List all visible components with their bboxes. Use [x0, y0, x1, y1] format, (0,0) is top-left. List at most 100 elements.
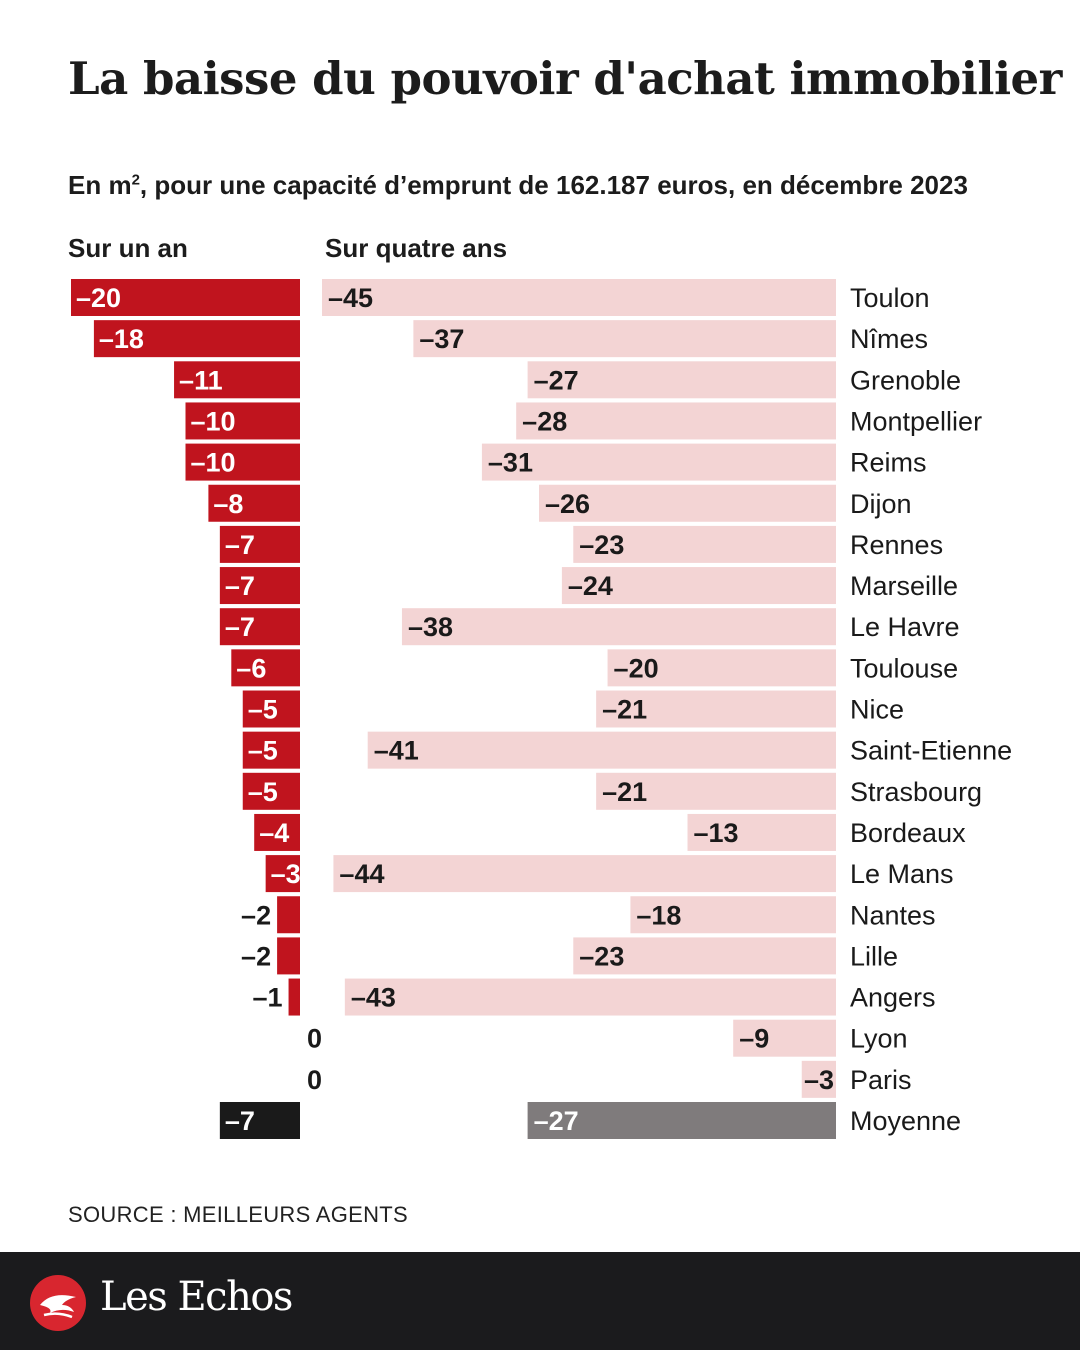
value-label-one-year: –8 — [213, 489, 243, 519]
les-echos-logo-icon — [30, 1275, 86, 1331]
chart-area: –20 –45 Toulon–18 –37 Nîmes–11 –27 Grenoble–10… — [71, 279, 1012, 1139]
value-label-four-years: –38 — [408, 612, 453, 642]
bar-one-year — [93, 320, 301, 358]
chart-subtitle: En m2, pour une capacité d’emprunt de 16… — [68, 170, 968, 201]
bar-four-years — [322, 279, 836, 316]
bar-four-years — [481, 443, 836, 481]
bar-four-years — [516, 402, 836, 440]
bar-four-years — [573, 937, 836, 975]
category-label: Rennes — [850, 530, 943, 560]
category-label: Lille — [850, 941, 898, 971]
value-label-one-year: –4 — [259, 818, 289, 848]
bar-four-years — [801, 1060, 836, 1098]
bar-one-year — [208, 484, 300, 522]
source-note: SOURCE : MEILLEURS AGENTS — [68, 1202, 409, 1227]
value-label-one-year: –5 — [248, 777, 278, 807]
bar-one-year — [288, 978, 300, 1016]
value-label-four-years: –44 — [339, 859, 384, 889]
bar-one-year — [219, 567, 300, 605]
bar-one-year — [265, 855, 300, 893]
bar-one-year — [231, 649, 300, 687]
value-label-four-years: –27 — [534, 1106, 579, 1136]
bar-four-years — [596, 772, 836, 810]
bar-four-years — [527, 1102, 836, 1139]
value-label-one-year: –10 — [191, 406, 236, 436]
category-label: Le Mans — [850, 859, 954, 889]
value-label-four-years: –37 — [419, 324, 464, 354]
value-label-one-year: –7 — [225, 530, 255, 560]
value-label-four-years: –13 — [694, 818, 739, 848]
category-label: Reims — [850, 448, 927, 478]
bar-four-years — [596, 690, 836, 728]
value-label-one-year: 0 — [307, 1065, 322, 1095]
page-title: La baisse du pouvoir d'achat immobilier — [68, 52, 1062, 105]
value-label-one-year: –1 — [253, 983, 283, 1013]
bar-four-years — [733, 1019, 836, 1057]
category-label: Toulouse — [850, 653, 958, 683]
value-label-one-year: –7 — [225, 612, 255, 642]
value-label-four-years: –41 — [374, 736, 419, 766]
category-label: Grenoble — [850, 365, 961, 395]
value-label-one-year: –2 — [241, 941, 271, 971]
value-label-four-years: –28 — [522, 406, 567, 436]
bar-four-years — [687, 813, 836, 851]
category-label: Saint-Etienne — [850, 736, 1012, 766]
category-label: Moyenne — [850, 1106, 961, 1136]
bar-four-years — [607, 649, 836, 687]
bar-one-year — [242, 690, 300, 728]
value-label-four-years: –43 — [351, 983, 396, 1013]
subtitle-rest: , pour une capacité d’emprunt de 162.187… — [139, 170, 968, 200]
column-header-one-year: Sur un an — [68, 233, 188, 263]
value-label-one-year: –5 — [248, 736, 278, 766]
value-label-one-year: –20 — [76, 283, 121, 313]
value-label-four-years: –23 — [579, 530, 624, 560]
subtitle-prefix: En m — [68, 170, 132, 200]
category-label: Toulon — [850, 283, 930, 313]
bar-one-year — [219, 1102, 300, 1139]
category-label: Nîmes — [850, 324, 928, 354]
value-label-one-year: –5 — [248, 695, 278, 725]
value-label-one-year: –10 — [191, 448, 236, 478]
category-label: Montpellier — [850, 406, 982, 436]
value-label-four-years: –21 — [602, 695, 647, 725]
value-label-four-years: –21 — [602, 777, 647, 807]
bar-four-years — [413, 320, 836, 358]
category-label: Le Havre — [850, 612, 960, 642]
bar-four-years — [630, 896, 836, 934]
footer-bar: Les Echos — [0, 1252, 1080, 1350]
category-label: Dijon — [850, 489, 912, 519]
bar-four-years — [527, 361, 836, 399]
bar-four-years — [539, 484, 836, 522]
category-label: Lyon — [850, 1024, 908, 1054]
category-label: Strasbourg — [850, 777, 982, 807]
bar-four-years — [333, 855, 836, 893]
bar-one-year — [185, 443, 300, 481]
value-label-four-years: –9 — [739, 1024, 769, 1054]
bar-one-year — [242, 731, 300, 769]
value-label-one-year: 0 — [307, 1024, 322, 1054]
value-label-one-year: –3 — [271, 859, 301, 889]
value-label-four-years: –18 — [636, 900, 681, 930]
value-label-one-year: –7 — [225, 1106, 255, 1136]
value-label-one-year: –6 — [236, 653, 266, 683]
bar-one-year — [277, 896, 300, 934]
value-label-four-years: –45 — [328, 283, 373, 313]
value-label-four-years: –3 — [804, 1065, 834, 1095]
bar-one-year — [71, 279, 300, 316]
value-label-four-years: –27 — [534, 365, 579, 395]
bar-four-years — [573, 525, 836, 563]
value-label-one-year: –18 — [99, 324, 144, 354]
category-label: Angers — [850, 983, 936, 1013]
category-label: Bordeaux — [850, 818, 966, 848]
value-label-four-years: –31 — [488, 448, 533, 478]
bar-one-year — [277, 937, 300, 975]
value-label-four-years: –26 — [545, 489, 590, 519]
eagle-icon — [40, 1295, 76, 1319]
bar-four-years — [367, 731, 836, 769]
value-label-one-year: –7 — [225, 571, 255, 601]
category-label: Nantes — [850, 900, 936, 930]
value-label-four-years: –24 — [568, 571, 613, 601]
category-label: Marseille — [850, 571, 958, 601]
bar-one-year — [219, 608, 300, 646]
category-label: Paris — [850, 1065, 912, 1095]
